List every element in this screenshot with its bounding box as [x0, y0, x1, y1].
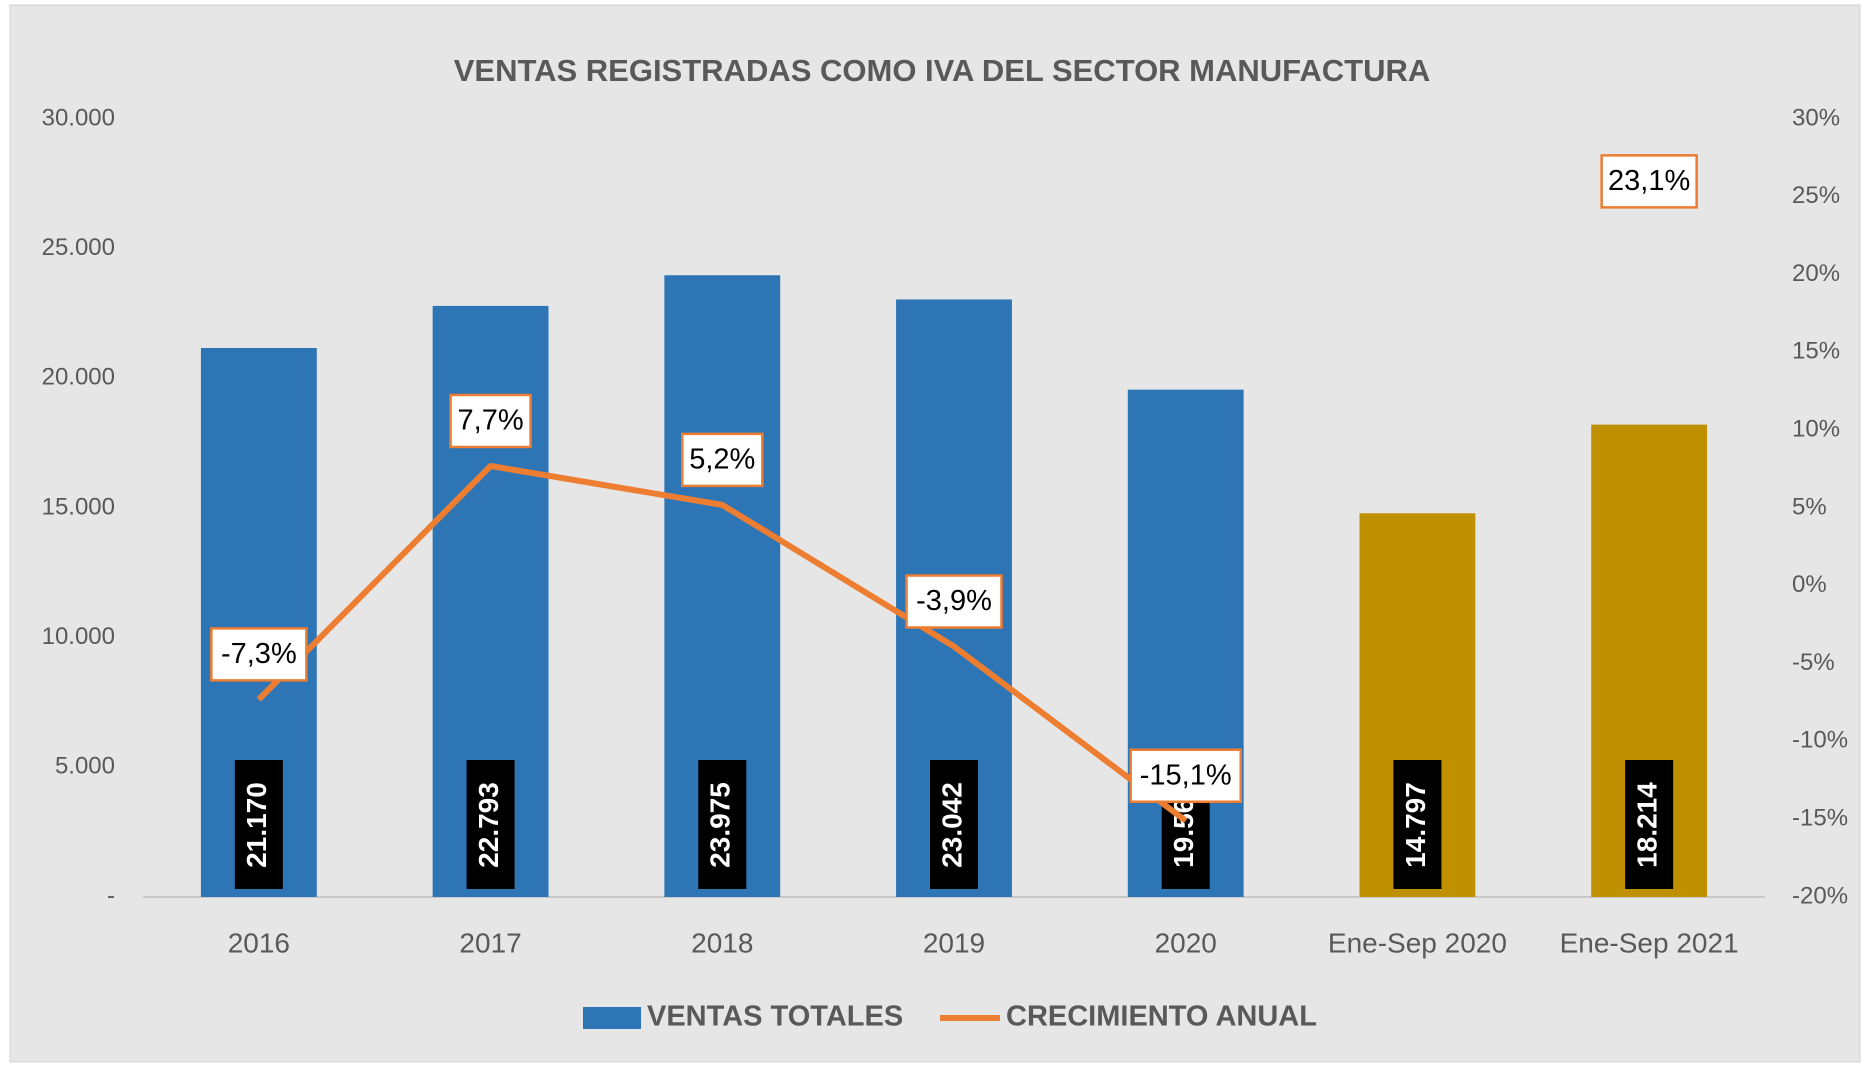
y-tick-label: 15.000 [42, 493, 115, 520]
y-tick-label: - [107, 882, 115, 909]
y2-tick-label: -20% [1792, 882, 1848, 909]
y2-tick-label: 20% [1792, 260, 1840, 287]
x-tick-label: 2017 [459, 927, 521, 958]
y-tick-label: 30.000 [42, 104, 115, 131]
y-tick-label: 10.000 [42, 623, 115, 650]
y2-tick-label: 15% [1792, 338, 1840, 365]
y2-tick-label: 5% [1792, 493, 1827, 520]
y2-tick-label: 25% [1792, 182, 1840, 209]
value-label: 18.214 [1632, 782, 1663, 868]
line-label-box [449, 393, 532, 449]
value-label: 21.170 [241, 782, 272, 868]
y-tick-label: 25.000 [42, 234, 115, 261]
line-label: 7,7% [458, 405, 524, 437]
value-label-box [1625, 760, 1674, 889]
value-label: 22.793 [473, 782, 504, 868]
value-label: 23.975 [705, 782, 736, 868]
line-label-box [1600, 154, 1698, 209]
line-label-box [905, 574, 1003, 629]
x-tick-label: Ene-Sep 2021 [1560, 927, 1739, 958]
legend-label: CRECIMIENTO ANUAL [1006, 1001, 1317, 1033]
y2-tick-label: 0% [1792, 571, 1827, 598]
chart-title: VENTAS REGISTRADAS COMO IVA DEL SECTOR M… [454, 53, 1431, 88]
line-label-box [681, 432, 764, 488]
x-tick-label: 2019 [923, 927, 985, 958]
y2-tick-label: -15% [1792, 805, 1848, 832]
value-label: 14.797 [1400, 782, 1431, 868]
line-label: 5,2% [689, 444, 755, 476]
line-label: -7,3% [221, 638, 297, 670]
x-tick-label: Ene-Sep 2020 [1328, 927, 1507, 958]
line-label: 23,1% [1608, 165, 1690, 197]
line-label-box [1129, 748, 1242, 804]
y2-tick-label: -10% [1792, 727, 1848, 754]
x-tick-label: 2016 [228, 927, 290, 958]
line [256, 462, 1188, 824]
line-label: -15,1% [1140, 759, 1232, 791]
legend-label: VENTAS TOTALES [647, 1001, 903, 1033]
value-label-box [466, 760, 515, 889]
x-tick-label: 2020 [1155, 927, 1217, 958]
value-label-box [698, 760, 747, 889]
line-label: -3,9% [916, 585, 992, 617]
legend-swatch [583, 1007, 641, 1029]
value-label-box [234, 760, 283, 889]
value-label-box [1393, 760, 1442, 889]
y2-tick-label: 30% [1792, 104, 1840, 131]
value-label-box [930, 760, 978, 889]
y-tick-label: 20.000 [42, 364, 115, 391]
x-tick-label: 2018 [691, 927, 753, 958]
line-label-box [210, 627, 308, 682]
y-tick-label: 5.000 [55, 753, 115, 780]
y2-tick-label: -5% [1792, 649, 1835, 676]
y2-tick-label: 10% [1792, 416, 1840, 443]
value-label: 23.042 [936, 782, 967, 868]
